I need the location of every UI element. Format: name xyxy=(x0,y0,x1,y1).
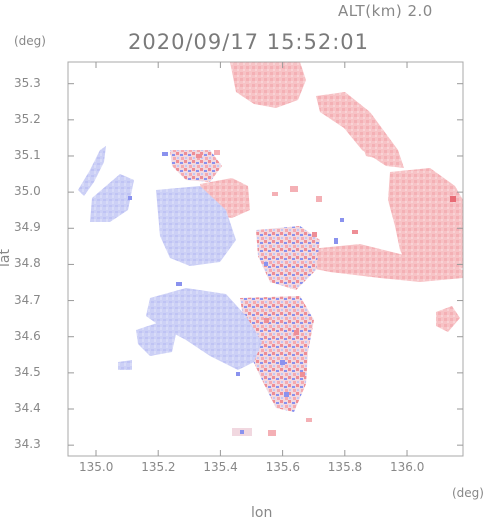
echo-sw-blue xyxy=(136,322,176,356)
echo-specks xyxy=(128,150,456,436)
x-tick-label: 135.4 xyxy=(203,460,238,474)
echo-west-streak xyxy=(78,146,106,196)
echo-field xyxy=(78,62,463,436)
plot-frame xyxy=(67,61,464,457)
y-tick-label: 34.9 xyxy=(14,220,41,235)
echo-northeast-arc xyxy=(316,92,404,168)
echo-sw-small xyxy=(118,360,132,370)
y-tick-label: 35.3 xyxy=(14,75,41,90)
y-tick-label: 35.1 xyxy=(14,147,41,162)
x-tick-label: 136.0 xyxy=(390,460,425,474)
x-tick-label: 135.6 xyxy=(265,460,300,474)
echo-east-block xyxy=(388,168,463,276)
y-tick-label: 35.0 xyxy=(14,184,41,199)
echo-north-top xyxy=(230,62,306,108)
y-tick-label: 34.8 xyxy=(14,256,41,271)
echo-east-mid xyxy=(398,222,420,246)
x-axis-unit: (deg) xyxy=(452,486,484,500)
altitude-label: ALT(km) 2.0 xyxy=(338,2,433,20)
y-tick-label: 34.4 xyxy=(14,401,41,415)
echo-south-blue xyxy=(146,288,262,370)
timestamp-title: 2020/09/17 15:52:01 xyxy=(128,30,370,54)
echo-west-blue xyxy=(90,174,134,222)
y-axis-unit: (deg) xyxy=(14,34,46,48)
x-tick-label: 135.8 xyxy=(327,460,363,474)
echo-east-small xyxy=(436,306,460,332)
echo-east-band xyxy=(300,244,463,282)
echo-center-mix xyxy=(170,150,222,182)
y-tick-label: 34.7 xyxy=(14,292,41,307)
echo-central-blue xyxy=(156,186,236,266)
echo-south-mix xyxy=(240,296,314,412)
x-axis-label: lon xyxy=(251,505,273,521)
y-tick-label: 35.2 xyxy=(14,111,41,126)
echo-ne-dots xyxy=(360,138,384,160)
y-tick-label: 34.6 xyxy=(14,328,41,343)
x-tick-label: 135.0 xyxy=(78,460,114,474)
y-tick-label: 34.5 xyxy=(14,364,41,379)
x-tick-label: 135.2 xyxy=(141,460,176,474)
axis-ticks xyxy=(68,62,463,456)
echo-mid-mix xyxy=(256,226,320,290)
y-tick-label: 34.3 xyxy=(14,437,41,452)
